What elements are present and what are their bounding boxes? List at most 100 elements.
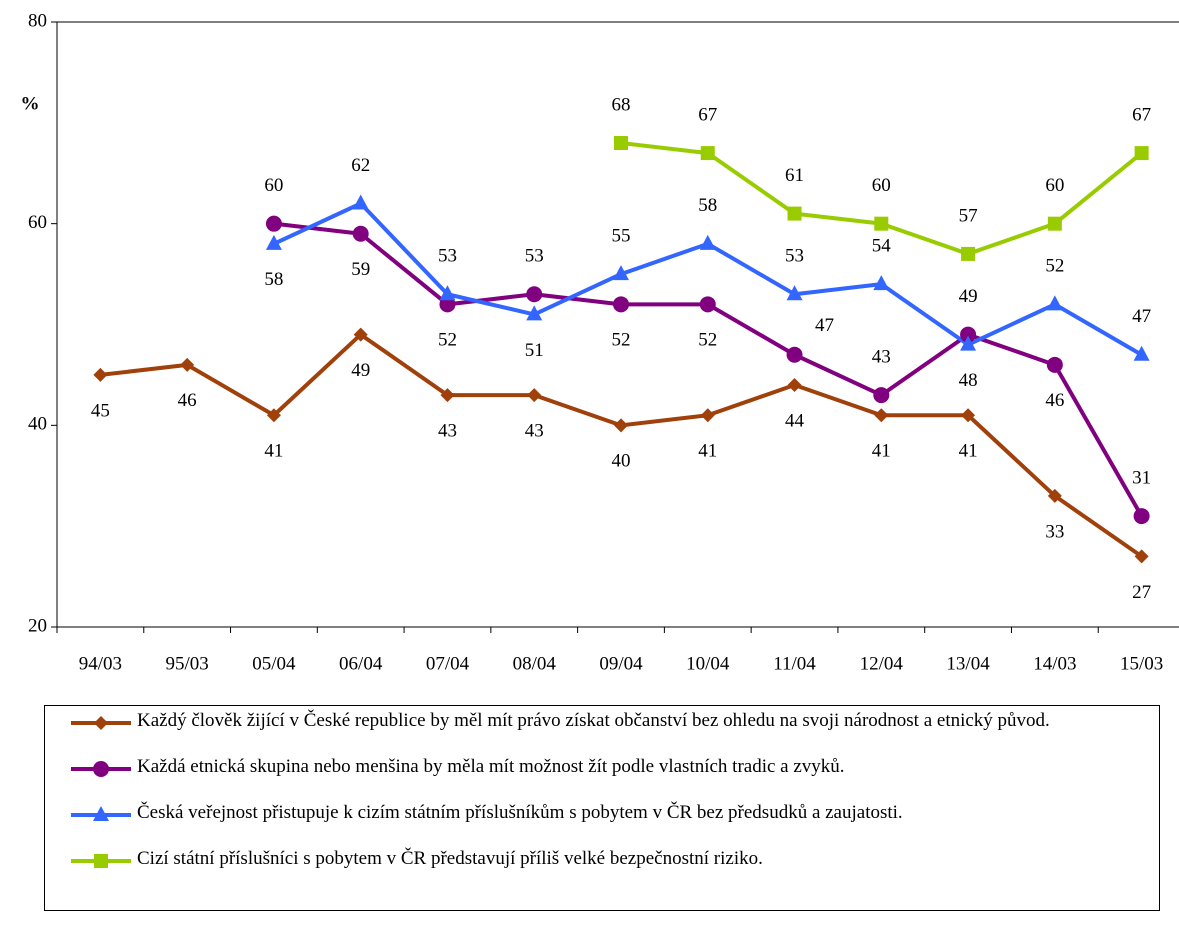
data-label: 52 (1045, 256, 1064, 277)
marker (960, 335, 977, 351)
marker (352, 194, 369, 210)
data-label: 40 (612, 451, 631, 472)
data-label: 67 (1132, 104, 1151, 125)
legend: Každý člověk žijící v České republice by… (44, 705, 1160, 911)
data-label: 43 (438, 420, 457, 441)
data-label: 47 (815, 315, 834, 336)
data-label: 27 (1132, 582, 1151, 603)
data-label: 67 (698, 104, 717, 125)
data-label: 52 (438, 330, 457, 351)
marker (700, 408, 715, 423)
x-tick-label: 09/04 (599, 653, 643, 674)
marker (94, 854, 108, 868)
x-tick-label: 95/03 (166, 653, 209, 674)
x-tick-label: 10/04 (686, 653, 730, 674)
x-tick-label: 06/04 (339, 653, 383, 674)
marker (1134, 146, 1149, 161)
data-label: 46 (178, 390, 197, 411)
y-tick-label: 40 (28, 414, 47, 435)
data-label: 53 (525, 246, 544, 267)
data-label: 47 (1132, 306, 1151, 327)
marker (93, 806, 109, 821)
x-tick-label: 13/04 (946, 653, 990, 674)
data-label: 52 (698, 330, 717, 351)
data-label: 55 (612, 225, 631, 246)
marker (265, 215, 282, 232)
marker (527, 388, 542, 403)
marker (1046, 295, 1063, 311)
data-label: 59 (351, 259, 370, 280)
data-label: 68 (612, 94, 631, 115)
marker (1133, 508, 1150, 525)
marker (699, 296, 716, 313)
series-line (100, 332, 1143, 559)
legend-entry: Česká veřejnost přistupuje k cizím státn… (69, 802, 1159, 851)
data-label: 41 (264, 441, 283, 462)
marker (613, 296, 629, 313)
marker (786, 285, 803, 301)
marker (94, 716, 108, 730)
marker (353, 327, 368, 342)
data-label: 49 (351, 360, 370, 381)
chart: % 20 40 60 80 94/03 95/03 05/04 06/04 07/04 08/04… (21, 10, 1179, 674)
data-label: 61 (785, 165, 804, 186)
data-label: 44 (785, 410, 805, 431)
marker (874, 408, 889, 423)
marker (526, 286, 543, 303)
marker (699, 234, 716, 250)
x-tick-label: 07/04 (426, 653, 470, 674)
data-label: 52 (612, 330, 631, 351)
legend-entry: Cizí státní příslušníci s pobytem v ČR p… (69, 848, 1159, 897)
data-label: 43 (525, 420, 544, 441)
data-label: 51 (525, 340, 544, 361)
marker (265, 234, 282, 250)
legend-swatch (71, 716, 131, 730)
data-label: 58 (264, 269, 283, 290)
y-tick-label: 60 (28, 212, 47, 233)
data-label: 60 (872, 175, 891, 196)
data-label: 54 (872, 236, 892, 257)
marker (960, 326, 977, 343)
x-tick-label: 15/03 (1120, 653, 1163, 674)
marker (700, 146, 715, 161)
marker (439, 285, 456, 301)
legend-entry: Každá etnická skupina nebo menšina by mě… (69, 756, 1159, 805)
legend-label: Cizí státní příslušníci s pobytem v ČR p… (137, 848, 763, 869)
data-label: 62 (351, 155, 370, 176)
marker (614, 418, 628, 433)
data-label: 53 (438, 246, 457, 267)
y-tick-label: 20 (28, 615, 47, 636)
marker (1046, 356, 1063, 373)
marker (180, 357, 195, 372)
marker (1133, 345, 1150, 361)
data-label: 46 (1045, 390, 1064, 411)
marker (1047, 488, 1062, 503)
data-label: 45 (91, 400, 110, 421)
marker (786, 346, 803, 363)
data-label: 60 (264, 175, 283, 196)
marker (787, 206, 802, 221)
marker (1134, 549, 1149, 564)
data-label: 60 (1045, 175, 1064, 196)
x-tick-label: 05/04 (252, 653, 296, 674)
marker (526, 305, 543, 321)
marker (874, 216, 889, 231)
x-tick-label: 12/04 (860, 653, 904, 674)
legend-swatch (71, 854, 131, 868)
marker (93, 761, 109, 777)
marker (439, 296, 456, 313)
legend-label: Každý člověk žijící v České republice by… (137, 710, 1050, 731)
y-axis-label: % (21, 93, 40, 114)
marker (787, 378, 802, 392)
x-tick-label: 94/03 (79, 653, 122, 674)
marker (613, 265, 629, 281)
legend-swatch (71, 806, 131, 821)
data-label: 41 (698, 441, 717, 462)
legend-label: Každá etnická skupina nebo menšina by mě… (137, 756, 845, 777)
marker (266, 408, 281, 423)
data-label: 53 (785, 246, 804, 267)
marker (93, 367, 108, 382)
marker (873, 387, 890, 404)
data-label: 31 (1132, 467, 1151, 488)
